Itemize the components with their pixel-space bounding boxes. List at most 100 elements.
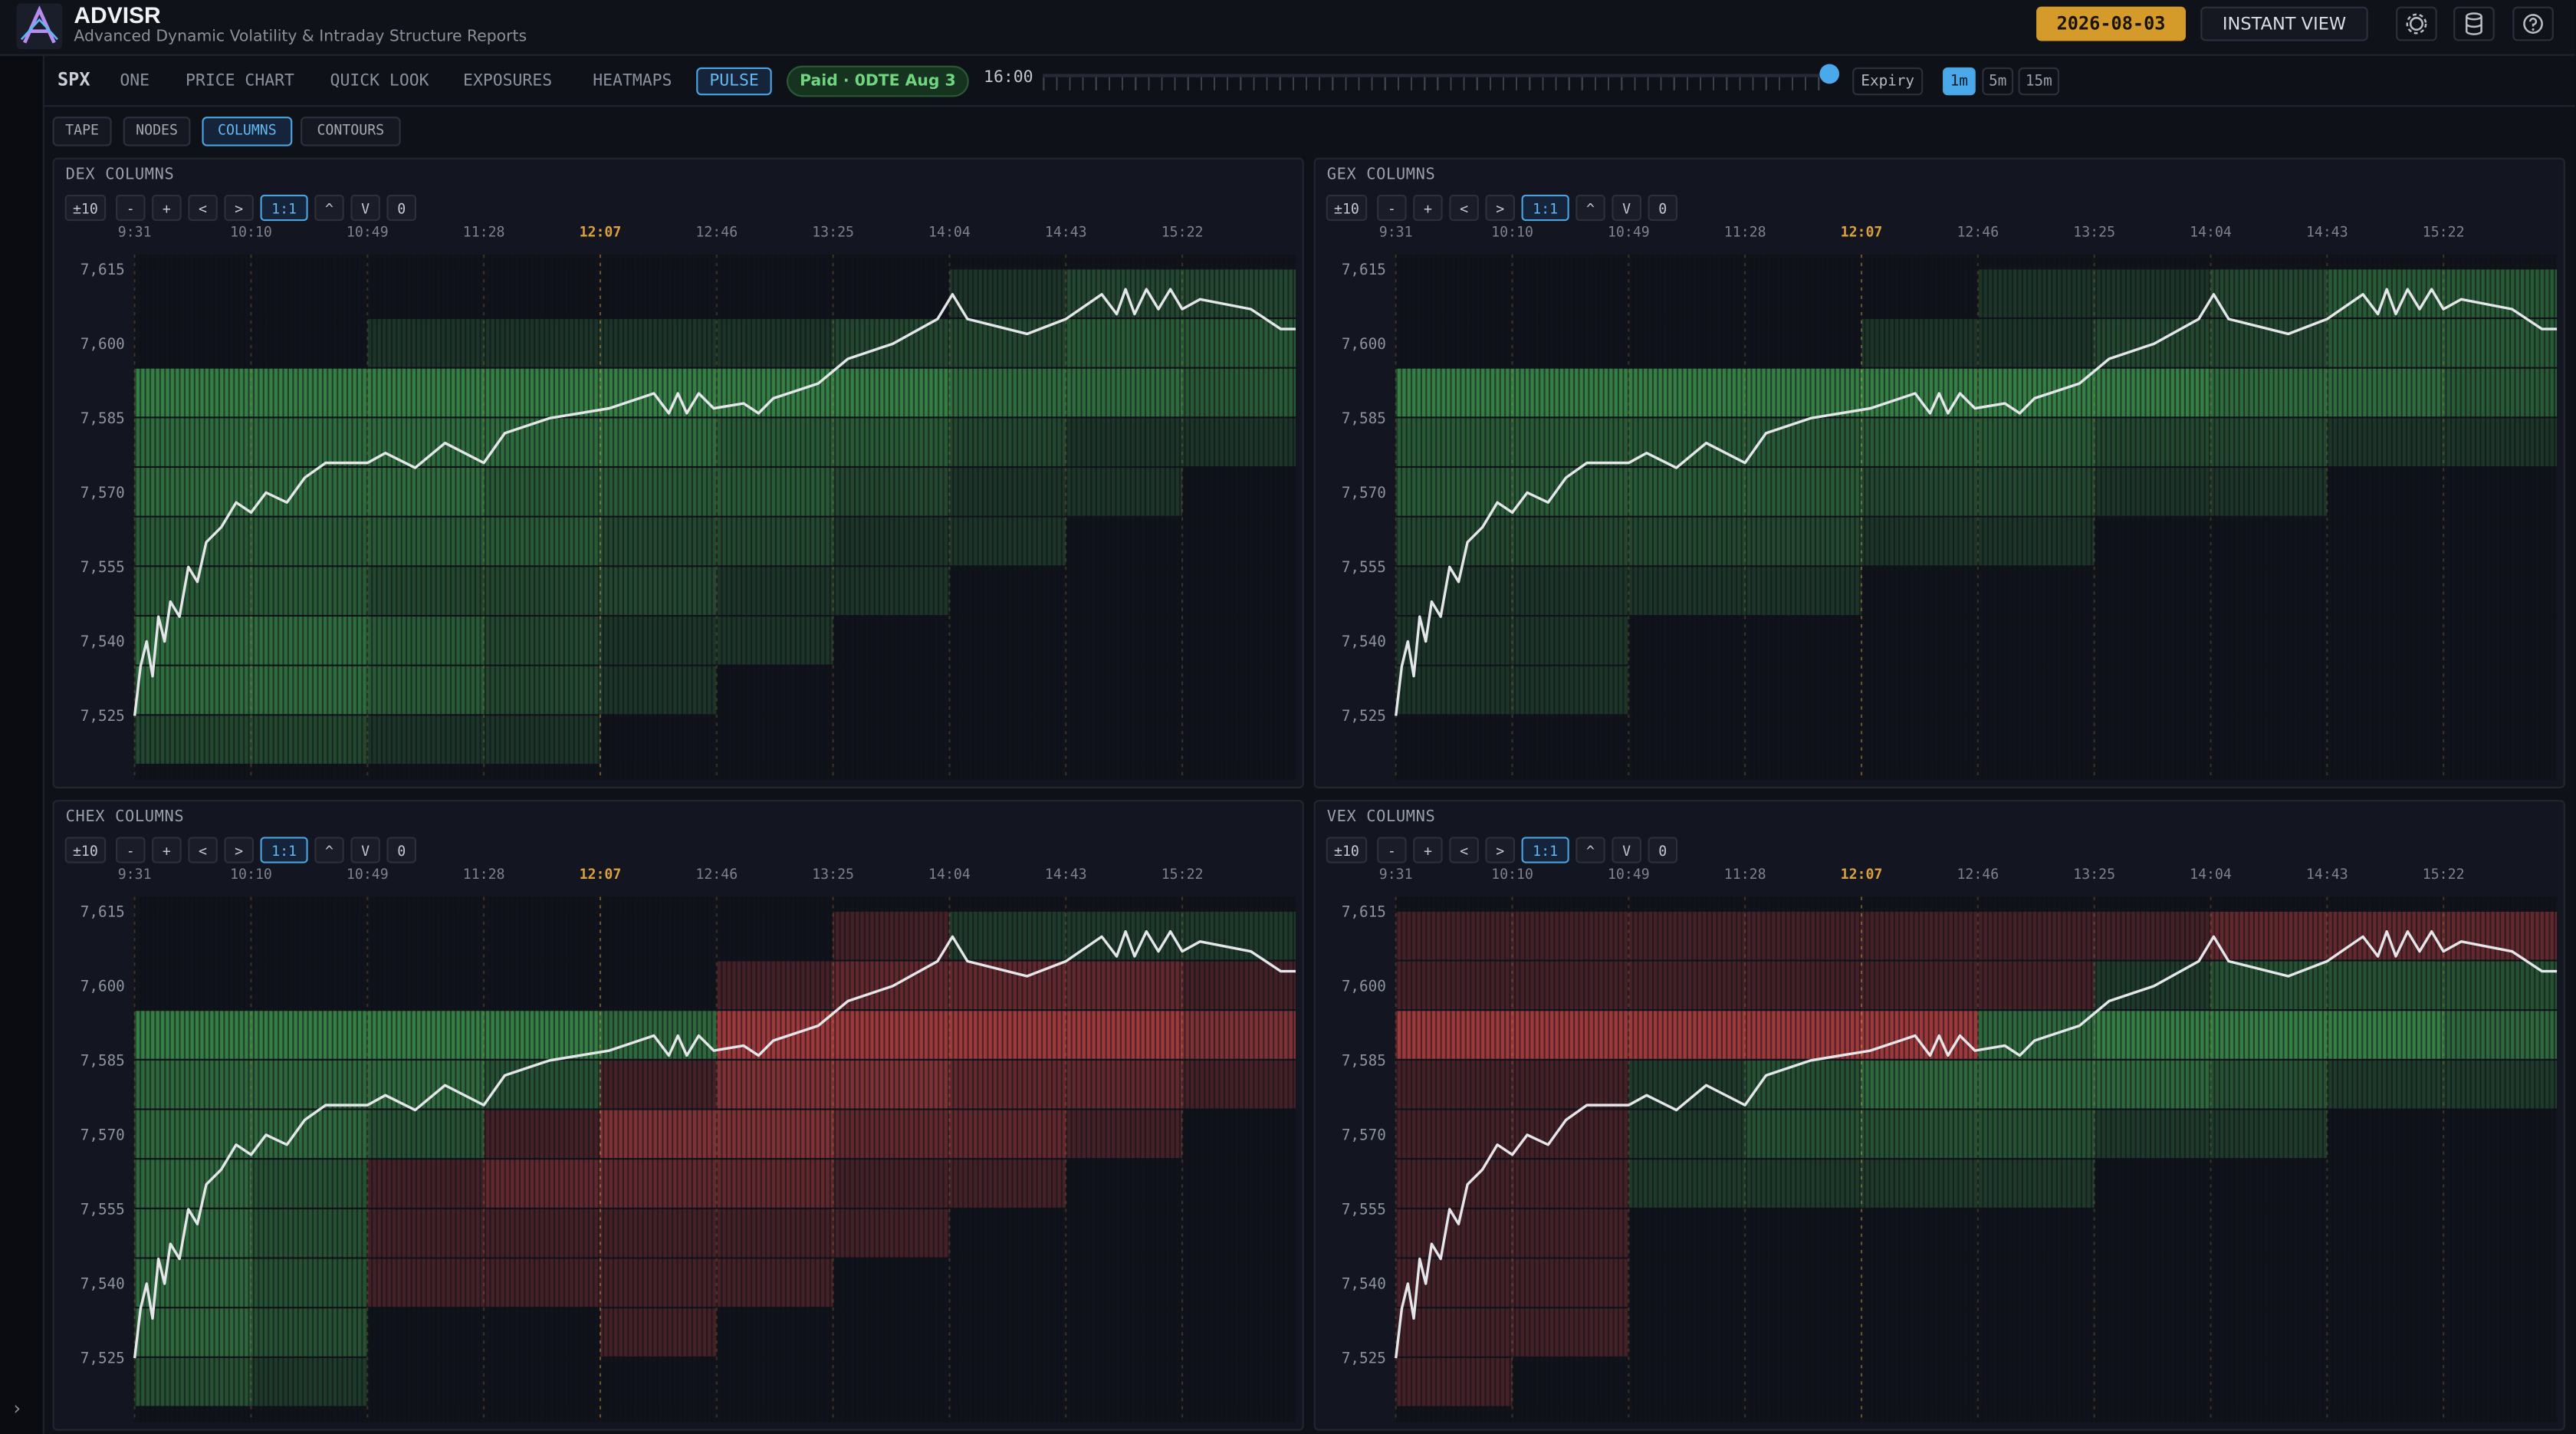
- nav-tab[interactable]: QUICK LOOK: [330, 72, 429, 90]
- interval-button[interactable]: 15m: [2018, 67, 2060, 96]
- control-label[interactable]: -: [127, 201, 135, 217]
- control-button[interactable]: [64, 194, 107, 222]
- sub-tab[interactable]: TAPE: [52, 117, 112, 146]
- control-button[interactable]: [386, 194, 416, 222]
- control-label[interactable]: V: [1622, 844, 1631, 860]
- control-button[interactable]: [1485, 837, 1515, 863]
- control-label[interactable]: 0: [1658, 201, 1667, 217]
- sub-tab[interactable]: COLUMNS: [202, 117, 293, 146]
- control-label[interactable]: 1:1: [1533, 844, 1558, 860]
- control-button[interactable]: [1413, 837, 1443, 863]
- control-button[interactable]: [224, 837, 254, 863]
- control-button[interactable]: [188, 194, 218, 222]
- control-label[interactable]: ±10: [1334, 844, 1359, 860]
- control-button[interactable]: [1648, 837, 1678, 863]
- control-button[interactable]: [350, 837, 380, 863]
- control-label[interactable]: <: [199, 201, 207, 217]
- nav-tab[interactable]: PULSE: [696, 67, 772, 96]
- control-button[interactable]: [1326, 837, 1368, 863]
- chart: CHEX COLUMNS ±10 - + < >1:1 ^ V 0 9:31 10:10 10:49 1…: [64, 807, 1296, 1422]
- x-tick-label: 11:28: [463, 224, 505, 240]
- x-tick-label: 10:49: [1608, 867, 1650, 883]
- control-label[interactable]: ^: [1586, 844, 1595, 860]
- control-button[interactable]: [314, 837, 344, 863]
- x-tick-label: 13:25: [2073, 224, 2115, 240]
- control-button[interactable]: [1377, 194, 1407, 222]
- control-button[interactable]: [188, 837, 218, 863]
- control-label[interactable]: 1:1: [1533, 201, 1558, 217]
- nav-tab[interactable]: PRICE CHART: [186, 72, 294, 90]
- control-label[interactable]: <: [1460, 844, 1468, 860]
- sub-tab[interactable]: NODES: [123, 117, 191, 146]
- control-button[interactable]: [116, 837, 146, 863]
- nav-tab[interactable]: ONE: [120, 72, 150, 90]
- control-label[interactable]: ±10: [73, 201, 98, 217]
- nav-tab[interactable]: EXPOSURES: [463, 72, 553, 90]
- control-button[interactable]: [116, 194, 146, 222]
- help-icon[interactable]: [2512, 6, 2554, 41]
- control-label[interactable]: >: [1496, 201, 1504, 217]
- interval-button[interactable]: 1m: [1942, 67, 1976, 96]
- instant-view-button[interactable]: INSTANT VIEW: [2200, 6, 2368, 41]
- nav-tab[interactable]: HEATMAPS: [593, 72, 672, 90]
- sidebar-toggle[interactable]: ›: [11, 1397, 23, 1419]
- control-button[interactable]: [1612, 194, 1641, 222]
- control-button[interactable]: [1413, 194, 1443, 222]
- control-label[interactable]: ^: [325, 844, 334, 860]
- control-button[interactable]: [1576, 194, 1605, 222]
- control-label[interactable]: >: [1496, 844, 1504, 860]
- sub-tab[interactable]: CONTOURS: [300, 117, 401, 146]
- slider-knob[interactable]: [1819, 64, 1840, 84]
- control-button[interactable]: [152, 194, 182, 222]
- database-icon[interactable]: [2453, 6, 2495, 41]
- interval-button[interactable]: 5m: [1982, 67, 2014, 96]
- control-label[interactable]: 0: [1658, 844, 1667, 860]
- settings-icon[interactable]: [2396, 6, 2437, 41]
- control-label[interactable]: +: [1424, 844, 1432, 860]
- control-label[interactable]: +: [1424, 201, 1432, 217]
- control-button[interactable]: [1449, 194, 1479, 222]
- control-button[interactable]: [152, 837, 182, 863]
- time-slider[interactable]: [1043, 74, 1832, 90]
- control-label[interactable]: <: [199, 844, 207, 860]
- control-label[interactable]: 1:1: [271, 844, 297, 860]
- control-label[interactable]: -: [1388, 201, 1396, 217]
- control-label[interactable]: +: [163, 201, 171, 217]
- control-button[interactable]: [1449, 837, 1479, 863]
- control-button[interactable]: [1648, 194, 1678, 222]
- control-button[interactable]: [1377, 837, 1407, 863]
- control-button[interactable]: [314, 194, 344, 222]
- chart: DEX COLUMNS ±10 - + < >1:1 ^ V 0 9:31 10:10 10:49 11…: [64, 164, 1296, 781]
- control-button[interactable]: [1326, 194, 1368, 222]
- control-label[interactable]: ^: [1586, 201, 1595, 217]
- control-label[interactable]: V: [361, 201, 370, 217]
- x-tick-label: 14:04: [928, 224, 971, 240]
- control-label[interactable]: V: [1622, 201, 1631, 217]
- control-button[interactable]: [1612, 837, 1641, 863]
- control-button[interactable]: [1521, 194, 1569, 222]
- control-label[interactable]: +: [163, 844, 171, 860]
- control-label[interactable]: -: [1388, 844, 1396, 860]
- control-label[interactable]: >: [235, 201, 243, 217]
- control-label[interactable]: 1:1: [271, 201, 297, 217]
- control-label[interactable]: 0: [397, 844, 406, 860]
- control-button[interactable]: [350, 194, 380, 222]
- control-label[interactable]: ±10: [73, 844, 98, 860]
- control-label[interactable]: >: [235, 844, 243, 860]
- control-button[interactable]: [64, 837, 107, 863]
- control-button[interactable]: [1576, 837, 1605, 863]
- control-button[interactable]: [260, 837, 308, 863]
- date-button[interactable]: 2026-08-03: [2036, 6, 2187, 41]
- control-label[interactable]: <: [1460, 201, 1468, 217]
- control-label[interactable]: ^: [325, 201, 334, 217]
- control-button[interactable]: [386, 837, 416, 863]
- control-button[interactable]: [1521, 837, 1569, 863]
- control-label[interactable]: ±10: [1334, 201, 1359, 217]
- control-button[interactable]: [260, 194, 308, 222]
- control-button[interactable]: [1485, 194, 1515, 222]
- control-label[interactable]: V: [361, 844, 370, 860]
- control-label[interactable]: -: [127, 844, 135, 860]
- control-button[interactable]: [224, 194, 254, 222]
- expiry-button[interactable]: Expiry: [1852, 67, 1924, 96]
- control-label[interactable]: 0: [397, 201, 406, 217]
